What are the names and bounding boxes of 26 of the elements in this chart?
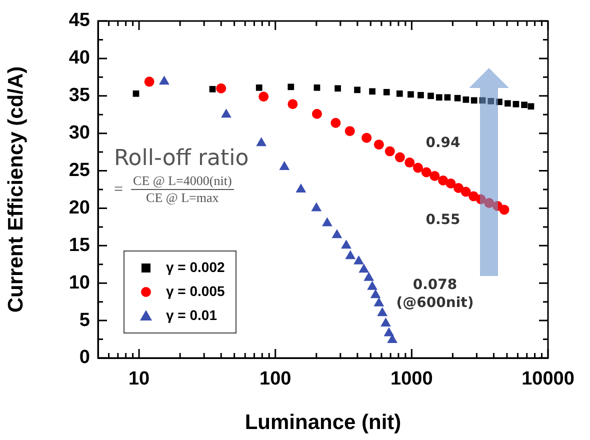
legend-label: γ = 0.01 (166, 306, 218, 323)
y-tick-label: 40 (68, 48, 90, 69)
x-axis-title: Luminance (nit) (244, 411, 402, 434)
y-tick-label: 5 (79, 310, 90, 331)
y-axis-title: Current Efficiency (cd/A) (4, 66, 28, 313)
y-tick-label: 15 (68, 234, 90, 256)
annotation: CE @ L=max (145, 190, 220, 206)
x-tick-label: 10000 (522, 368, 574, 390)
y-tick-label: 25 (68, 160, 90, 182)
annotation: Roll-off ratio (114, 146, 249, 171)
legend-label: γ = 0.002 (166, 258, 225, 275)
annotation: CE @ L=4000(nit) (131, 173, 234, 190)
y-tick-label: 20 (68, 197, 90, 218)
y-tick-label: 45 (68, 10, 90, 32)
x-tick-label: 1000 (390, 368, 433, 390)
legend-label: γ = 0.005 (166, 282, 225, 299)
annotation: 0.078 (@600nit) (395, 276, 475, 312)
annotation: = (114, 180, 124, 198)
y-tick-label: 35 (68, 85, 90, 106)
y-tick-label: 10 (68, 272, 90, 294)
y-tick-label: 30 (68, 122, 90, 144)
x-tick-label: 10 (128, 368, 150, 390)
x-tick-label: 100 (260, 368, 292, 390)
annotation: 0.94 (424, 134, 462, 152)
annotation: 0.55 (424, 211, 462, 229)
y-tick-label: 0 (79, 347, 90, 368)
